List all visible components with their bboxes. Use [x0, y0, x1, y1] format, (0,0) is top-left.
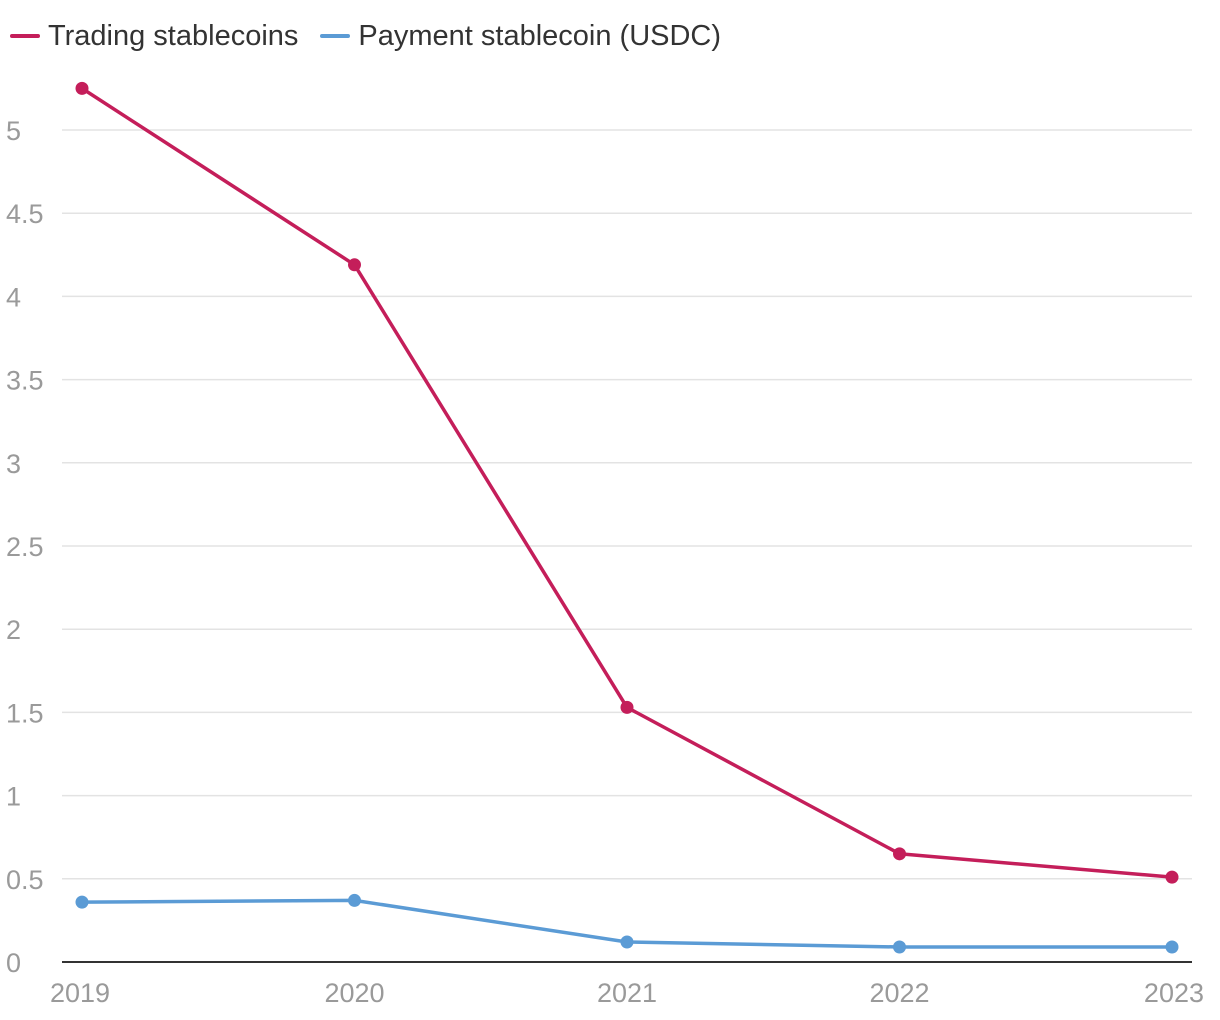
- data-point[interactable]: [348, 893, 361, 907]
- data-point[interactable]: [1165, 940, 1179, 954]
- legend-label-payment: Payment stablecoin (USDC): [358, 19, 722, 52]
- y-axis-ticks: 0 0.5 1 1.5 2 2.5 3 3.5 4 4.5 5: [6, 116, 44, 978]
- y-tick-label: 3.5: [6, 366, 44, 396]
- data-point[interactable]: [1165, 870, 1179, 884]
- x-tick-label: 2023: [1144, 978, 1204, 1008]
- legend-label-trading: Trading stablecoins: [48, 19, 299, 52]
- y-tick-label: 3: [6, 449, 21, 479]
- series-line-0: [80, 86, 1174, 879]
- y-tick-label: 2.5: [6, 532, 44, 562]
- series-0: [75, 81, 1179, 884]
- legend-item-trading[interactable]: Trading stablecoins: [10, 20, 298, 53]
- series-1: [75, 893, 1179, 954]
- y-tick-label: 4.5: [6, 199, 44, 229]
- data-point[interactable]: [75, 81, 89, 95]
- x-tick-label: 2022: [869, 978, 929, 1008]
- x-tick-label: 2021: [597, 978, 657, 1008]
- y-tick-label: 1.5: [6, 698, 44, 728]
- y-tick-label: 4: [6, 282, 21, 312]
- data-point[interactable]: [348, 258, 361, 272]
- y-tick-label: 5: [6, 116, 21, 146]
- y-tick-label: 2: [6, 615, 21, 645]
- y-tick-label: 0.5: [6, 865, 44, 895]
- data-point[interactable]: [893, 847, 906, 861]
- series-layer: [75, 81, 1179, 954]
- data-point[interactable]: [893, 940, 906, 954]
- legend-swatch-payment: [320, 34, 351, 38]
- y-tick-label: 1: [6, 782, 21, 812]
- data-point[interactable]: [75, 895, 89, 909]
- grid-layer: [62, 129, 1192, 880]
- data-point[interactable]: [620, 700, 634, 714]
- legend: Trading stablecoins Payment stablecoin (…: [10, 14, 721, 58]
- legend-item-payment[interactable]: Payment stablecoin (USDC): [320, 20, 721, 53]
- y-tick-label: 0: [6, 948, 21, 978]
- data-point[interactable]: [620, 935, 634, 949]
- x-axis-ticks: 2019 2020 2021 2022 2023: [50, 978, 1204, 1008]
- x-tick-label: 2020: [324, 978, 384, 1008]
- legend-swatch-trading: [10, 34, 40, 38]
- x-tick-label: 2019: [50, 978, 110, 1008]
